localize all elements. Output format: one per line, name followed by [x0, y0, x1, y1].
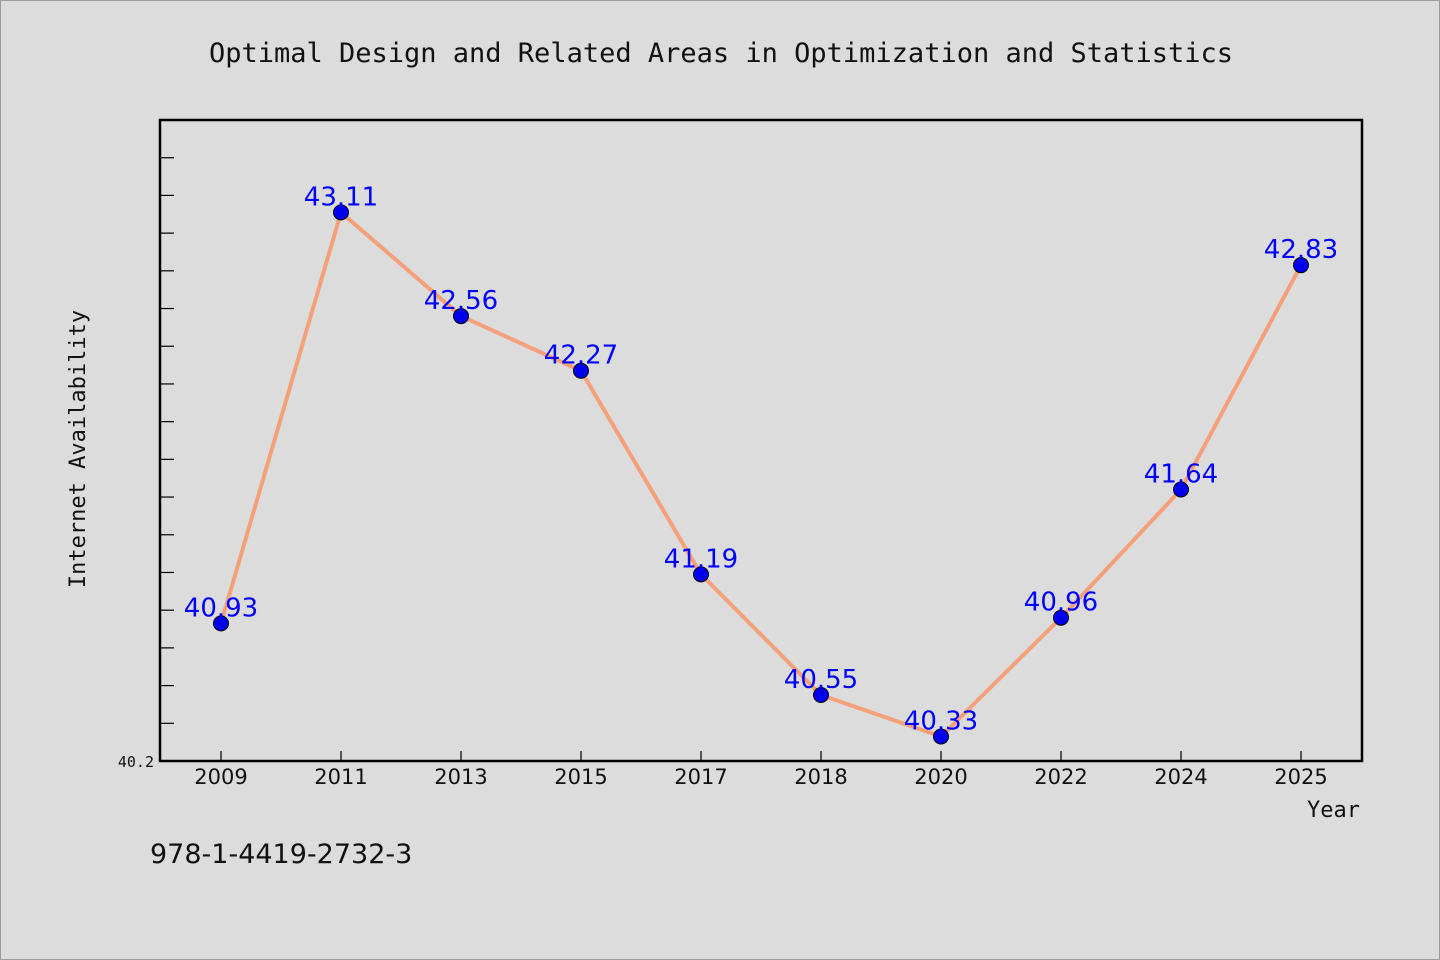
- data-label: 42.83: [1264, 235, 1338, 265]
- plot-area: [158, 118, 1364, 763]
- x-tick-label: 2015: [554, 765, 607, 789]
- data-label: 42.27: [544, 341, 618, 371]
- data-point: [693, 566, 709, 583]
- chart-title: Optimal Design and Related Areas in Opti…: [209, 38, 1233, 69]
- y-axis-ticks: [160, 119, 174, 762]
- x-tick-label: 2020: [914, 765, 967, 789]
- x-tick-label: 2011: [314, 765, 367, 789]
- data-point: [453, 308, 469, 325]
- x-tick-label: 2017: [674, 765, 727, 789]
- data-point: [1293, 257, 1309, 274]
- data-point: [933, 728, 949, 745]
- data-labels: 40.93 43.11 42.56 42.27 41.19 40.55 40.33 40.96…: [184, 182, 1338, 736]
- data-point: [813, 687, 829, 704]
- x-tick-label: 2022: [1034, 765, 1087, 789]
- data-label: 40.55: [784, 665, 858, 695]
- isbn-footer: 978-1-4419-2732-3: [150, 839, 412, 870]
- data-label: 41.19: [664, 544, 738, 574]
- data-point: [1053, 609, 1069, 626]
- x-tick-label: 2009: [194, 765, 247, 789]
- data-point: [1173, 481, 1189, 498]
- x-tick-label: 2018: [794, 765, 847, 789]
- x-tick-label: 2024: [1154, 765, 1207, 789]
- y-tick-label: 40.2: [118, 753, 154, 771]
- data-markers: [213, 204, 1309, 745]
- x-axis-label: Year: [1307, 798, 1360, 823]
- data-point: [213, 615, 229, 632]
- x-tick-label: 2025: [1274, 765, 1327, 789]
- data-label: 40.96: [1024, 588, 1098, 618]
- data-label: 42.56: [424, 286, 498, 316]
- data-label: 41.64: [1144, 460, 1218, 490]
- data-label: 40.93: [184, 593, 258, 623]
- data-label: 43.11: [304, 182, 378, 212]
- series-line: [219, 210, 1303, 739]
- x-axis-ticks: 2009 2011 2013 2015 2017 2018 2020 2022 2024 2025: [194, 751, 1328, 789]
- data-point: [573, 362, 589, 379]
- data-label: 40.33: [904, 706, 978, 736]
- data-point: [333, 204, 349, 221]
- x-tick-label: 2013: [434, 765, 487, 789]
- y-axis-label: Internet Availability: [66, 310, 91, 588]
